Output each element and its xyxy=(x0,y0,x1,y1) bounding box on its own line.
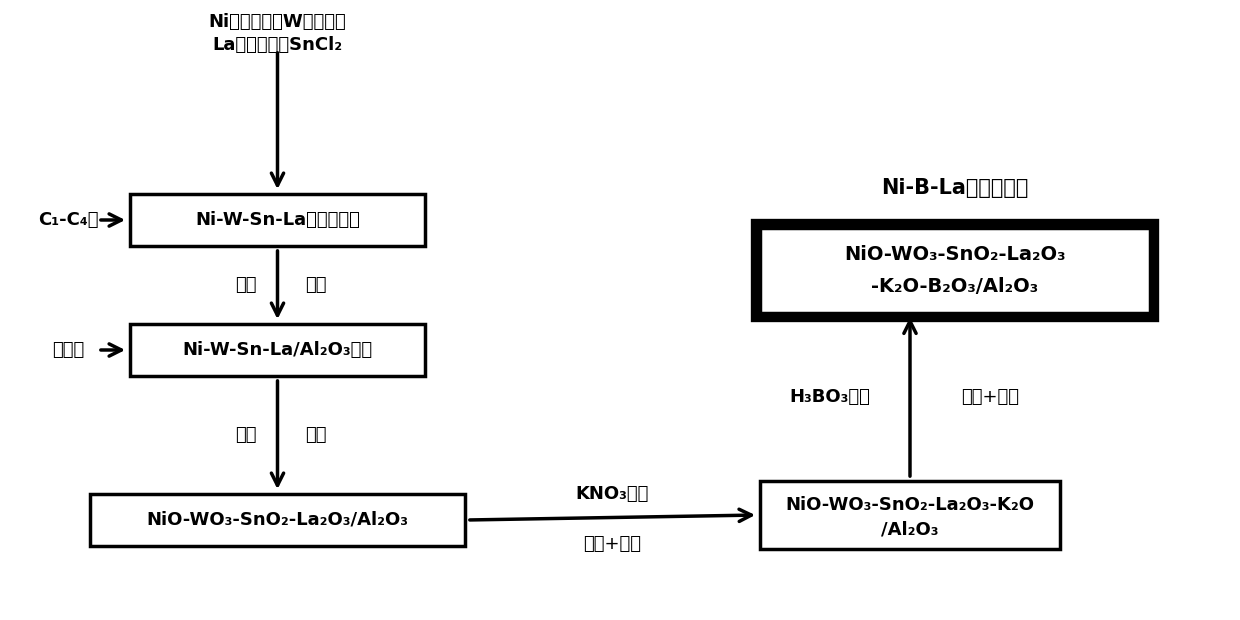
Text: 稝酸: 稝酸 xyxy=(305,276,326,294)
Text: Ni-W-Sn-La混合醇溶液: Ni-W-Sn-La混合醇溶液 xyxy=(195,211,360,229)
Text: 醇铝盐: 醇铝盐 xyxy=(52,341,84,359)
Text: NiO-WO₃-SnO₂-La₂O₃/Al₂O₃: NiO-WO₃-SnO₂-La₂O₃/Al₂O₃ xyxy=(146,511,408,529)
Text: La可溶性盐、SnCl₂: La可溶性盐、SnCl₂ xyxy=(212,36,342,54)
Bar xyxy=(759,226,1151,314)
Bar xyxy=(91,494,465,546)
Text: H₃BO₃溶液: H₃BO₃溶液 xyxy=(790,388,870,405)
Text: 焙烧: 焙烧 xyxy=(305,426,326,444)
Text: 浸渍+焙烧: 浸渍+焙烧 xyxy=(584,535,641,553)
Bar xyxy=(760,481,1060,549)
Text: 醋酸: 醋酸 xyxy=(234,276,257,294)
Text: 干燥: 干燥 xyxy=(234,426,257,444)
Text: /Al₂O₃: /Al₂O₃ xyxy=(882,520,939,538)
Text: NiO-WO₃-SnO₂-La₂O₃: NiO-WO₃-SnO₂-La₂O₃ xyxy=(844,244,1065,264)
Text: 浸渍+焙烧: 浸渍+焙烧 xyxy=(961,388,1019,405)
Bar xyxy=(755,223,1154,317)
Text: Ni-W-Sn-La/Al₂O₃凝胶: Ni-W-Sn-La/Al₂O₃凝胶 xyxy=(182,341,372,359)
Text: NiO-WO₃-SnO₂-La₂O₃-K₂O: NiO-WO₃-SnO₂-La₂O₃-K₂O xyxy=(785,496,1034,514)
Text: Ni可溶性盐、W可溶性盐: Ni可溶性盐、W可溶性盐 xyxy=(208,13,346,31)
Text: C₁-C₄醇: C₁-C₄醇 xyxy=(37,211,98,229)
Bar xyxy=(130,324,425,376)
Text: Ni-B-La重整催化剂: Ni-B-La重整催化剂 xyxy=(882,177,1029,198)
Bar xyxy=(130,194,425,246)
Bar xyxy=(760,228,1149,312)
Text: KNO₃溶液: KNO₃溶液 xyxy=(575,485,650,503)
Text: -K₂O-B₂O₃/Al₂O₃: -K₂O-B₂O₃/Al₂O₃ xyxy=(872,277,1039,296)
